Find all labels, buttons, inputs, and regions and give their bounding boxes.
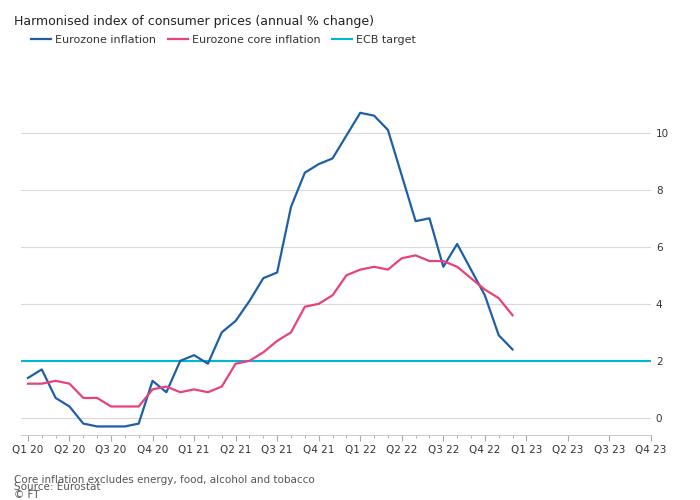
Eurozone inflation (481, 292, 489, 298)
Eurozone inflation (453, 241, 461, 247)
Eurozone core inflation (93, 395, 102, 401)
Text: Source: Eurostat: Source: Eurostat (14, 482, 101, 492)
Eurozone core inflation (508, 312, 517, 318)
Eurozone core inflation (370, 264, 378, 270)
Eurozone core inflation (204, 389, 212, 395)
Eurozone core inflation (120, 404, 129, 409)
Text: Core inflation excludes energy, food, alcohol and tobacco: Core inflation excludes energy, food, al… (14, 475, 315, 485)
Eurozone inflation (412, 218, 420, 224)
Eurozone inflation (508, 346, 517, 352)
Eurozone core inflation (190, 386, 198, 392)
Eurozone inflation (232, 318, 240, 324)
Eurozone inflation (176, 358, 184, 364)
Eurozone inflation (148, 378, 157, 384)
Eurozone core inflation (259, 350, 267, 356)
Eurozone core inflation (384, 266, 392, 272)
Eurozone core inflation (245, 358, 253, 364)
Eurozone inflation (38, 366, 46, 372)
Eurozone core inflation (38, 380, 46, 386)
Eurozone core inflation (287, 330, 295, 336)
Eurozone inflation (273, 270, 281, 276)
Eurozone inflation (190, 352, 198, 358)
Eurozone inflation (370, 112, 378, 118)
Eurozone core inflation (494, 295, 503, 301)
Eurozone core inflation (65, 380, 74, 386)
Eurozone inflation (65, 404, 74, 409)
ECB target (24, 358, 32, 364)
Eurozone inflation (204, 360, 212, 366)
Eurozone core inflation (398, 255, 406, 261)
Eurozone core inflation (314, 301, 323, 307)
Eurozone inflation (107, 424, 116, 430)
Eurozone inflation (79, 420, 88, 426)
Eurozone core inflation (412, 252, 420, 258)
Eurozone core inflation (51, 378, 60, 384)
Eurozone core inflation (134, 404, 143, 409)
Eurozone inflation (287, 204, 295, 210)
Text: Harmonised index of consumer prices (annual % change): Harmonised index of consumer prices (ann… (14, 15, 374, 28)
Line: Eurozone core inflation: Eurozone core inflation (28, 256, 512, 406)
ECB target (38, 358, 46, 364)
Eurozone inflation (162, 389, 171, 395)
Eurozone inflation (398, 172, 406, 178)
Eurozone inflation (467, 266, 475, 272)
Eurozone inflation (328, 156, 337, 162)
Eurozone core inflation (328, 292, 337, 298)
Eurozone core inflation (232, 360, 240, 366)
Eurozone core inflation (162, 384, 171, 390)
Eurozone inflation (300, 170, 309, 175)
Eurozone core inflation (218, 384, 226, 390)
Eurozone inflation (342, 132, 351, 138)
Eurozone inflation (245, 298, 253, 304)
Eurozone core inflation (481, 286, 489, 292)
Eurozone core inflation (79, 395, 88, 401)
Eurozone inflation (259, 275, 267, 281)
Eurozone inflation (384, 127, 392, 133)
Eurozone core inflation (300, 304, 309, 310)
Legend: Eurozone inflation, Eurozone core inflation, ECB target: Eurozone inflation, Eurozone core inflat… (27, 30, 421, 49)
Eurozone inflation (314, 161, 323, 167)
Eurozone inflation (93, 424, 102, 430)
Eurozone inflation (356, 110, 365, 116)
Eurozone inflation (439, 264, 447, 270)
Eurozone core inflation (439, 258, 447, 264)
Eurozone core inflation (356, 266, 365, 272)
Eurozone core inflation (342, 272, 351, 278)
Eurozone inflation (426, 216, 434, 222)
Eurozone core inflation (467, 275, 475, 281)
Eurozone core inflation (107, 404, 116, 409)
Eurozone inflation (120, 424, 129, 430)
Eurozone inflation (218, 330, 226, 336)
Eurozone core inflation (273, 338, 281, 344)
Eurozone core inflation (453, 264, 461, 270)
Eurozone inflation (51, 395, 60, 401)
Eurozone inflation (24, 375, 32, 381)
Eurozone inflation (494, 332, 503, 338)
Eurozone core inflation (426, 258, 434, 264)
Line: Eurozone inflation: Eurozone inflation (28, 113, 512, 426)
Eurozone inflation (134, 420, 143, 426)
Eurozone core inflation (176, 389, 184, 395)
Eurozone core inflation (24, 380, 32, 386)
Eurozone core inflation (148, 386, 157, 392)
Text: © FT: © FT (14, 490, 39, 500)
